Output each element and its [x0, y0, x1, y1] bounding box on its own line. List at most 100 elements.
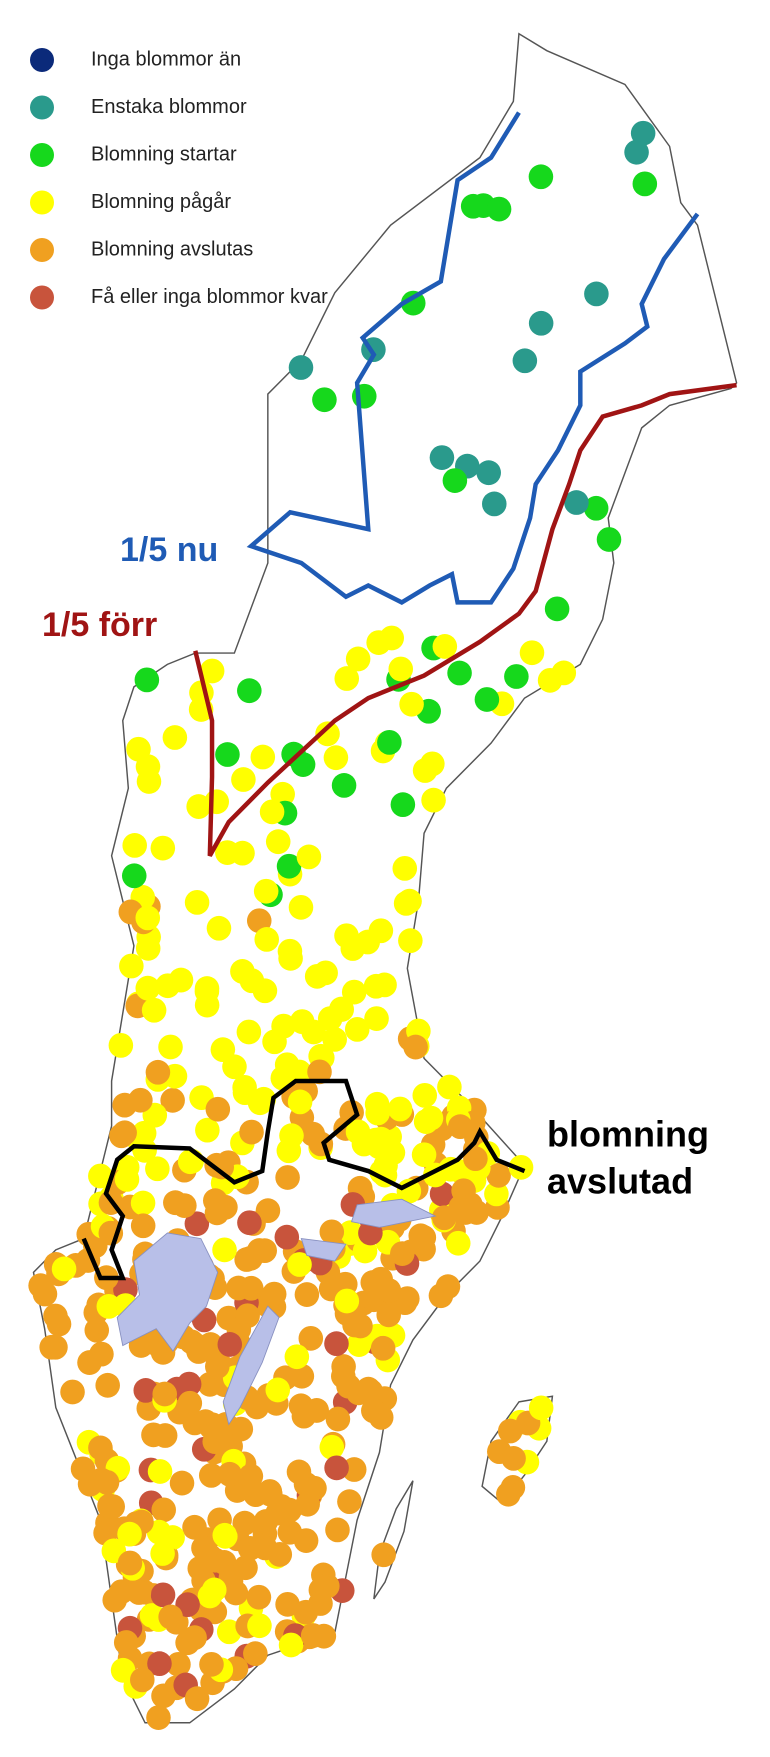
observation-dot	[370, 1335, 396, 1361]
observation-dot	[403, 1034, 428, 1060]
line-now	[246, 111, 700, 605]
observation-dot	[195, 1117, 220, 1143]
observation-dot	[141, 997, 167, 1023]
observation-dot	[184, 1686, 210, 1712]
observation-dot	[412, 1082, 438, 1108]
observation-dot	[133, 1377, 159, 1403]
observation-dot	[399, 691, 424, 717]
observation-dot	[112, 1092, 137, 1118]
observation-dot	[341, 979, 367, 1005]
observation-dot	[276, 853, 302, 879]
observation-dot	[315, 721, 340, 747]
observation-dot	[232, 1074, 257, 1100]
observation-dot	[216, 1619, 242, 1645]
observation-dot	[155, 973, 181, 999]
observation-dot	[160, 1087, 185, 1113]
observation-dot	[147, 1459, 173, 1484]
observation-dot	[287, 1089, 313, 1115]
observation-dot	[325, 1517, 350, 1543]
observation-dot	[147, 1651, 172, 1677]
observation-dot	[151, 1497, 176, 1523]
observation-dot	[496, 1481, 521, 1507]
observation-dot	[429, 1181, 455, 1207]
observation-dot	[217, 1461, 242, 1487]
observation-dot	[428, 1283, 454, 1309]
observation-dot	[182, 1625, 207, 1651]
observation-dot	[130, 1213, 156, 1239]
observation-dot	[340, 936, 366, 961]
observation-dot	[476, 460, 501, 486]
observation-dot	[474, 687, 500, 712]
observation-dot	[445, 1230, 471, 1256]
observation-dot	[206, 915, 232, 941]
legend-swatch	[30, 48, 54, 72]
observation-dot	[596, 527, 622, 552]
observation-dot	[237, 678, 262, 704]
observation-dot	[304, 963, 330, 989]
observation-dot	[413, 1109, 439, 1134]
observation-dot	[334, 1288, 360, 1314]
observation-dot	[199, 1412, 225, 1438]
legend-label: Blomning pågår	[91, 191, 231, 213]
annotation-ended: avslutad	[547, 1161, 693, 1202]
observation-dot	[366, 630, 391, 655]
observation-dot	[236, 1019, 262, 1045]
annotation-now: 1/5 nu	[120, 531, 218, 569]
observation-dot	[345, 646, 371, 672]
observation-dot	[150, 1541, 175, 1566]
observation-dot	[484, 1181, 509, 1207]
observation-dot	[184, 1211, 210, 1237]
observation-dot	[400, 290, 426, 316]
observation-dot	[288, 894, 314, 920]
observation-dot	[209, 1154, 235, 1180]
observation-dot	[166, 1651, 191, 1677]
observation-dot	[307, 1059, 332, 1085]
observation-dot	[624, 139, 649, 165]
observation-dot	[110, 1657, 136, 1683]
observation-dot	[258, 1481, 283, 1507]
observation-dot	[130, 1190, 156, 1216]
observation-dot	[60, 1379, 85, 1405]
observation-dot	[288, 355, 314, 380]
observation-dot	[191, 1535, 216, 1561]
observation-dot	[421, 787, 446, 813]
observation-dot	[304, 1398, 329, 1423]
observation-dot	[176, 1371, 202, 1397]
observation-dot	[183, 1332, 208, 1358]
legend-label: Enstaka blommor	[91, 96, 247, 118]
observation-dot	[300, 1623, 326, 1648]
observation-dot	[265, 829, 291, 855]
observation-dot	[130, 1667, 155, 1693]
observation-dot	[212, 1522, 238, 1548]
observation-dot	[135, 975, 161, 1001]
observation-dot	[312, 387, 337, 413]
observation-dot	[393, 891, 419, 916]
observation-dot	[429, 445, 455, 470]
observation-dot	[376, 1278, 402, 1303]
observation-dot	[146, 1705, 171, 1730]
observation-dot	[346, 1332, 372, 1357]
observation-dot	[368, 918, 394, 944]
observation-dot	[341, 1457, 367, 1482]
legend-swatch	[30, 285, 54, 310]
observation-dot	[246, 1584, 272, 1610]
observation-dot	[537, 667, 563, 693]
observation-dot	[275, 1165, 300, 1190]
observation-dot	[163, 1190, 188, 1216]
observation-dot	[102, 1587, 128, 1613]
observation-dot	[371, 1542, 396, 1568]
observation-dot	[486, 1162, 511, 1188]
observation-dot	[287, 1252, 312, 1277]
observation-dot	[482, 491, 507, 517]
legend-label: Inga blommor än	[91, 48, 241, 70]
observation-dot	[243, 1641, 268, 1667]
observation-dot	[158, 1604, 183, 1630]
legend-swatch	[30, 238, 54, 262]
observation-dot	[199, 658, 225, 684]
observation-dot	[528, 1395, 554, 1421]
observation-dot	[337, 1489, 362, 1515]
observation-dot	[134, 667, 160, 693]
observation-dot	[368, 1126, 394, 1152]
